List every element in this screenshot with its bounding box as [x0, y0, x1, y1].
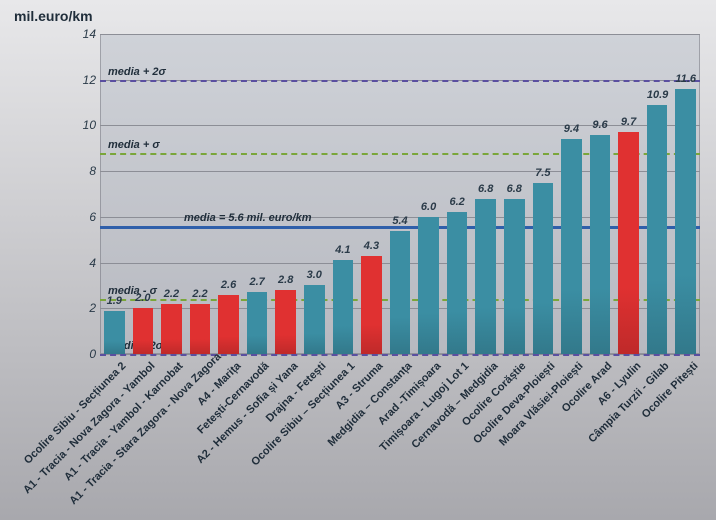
- bar: 9.7: [618, 132, 639, 354]
- bar: 7.5: [533, 183, 554, 354]
- bar: 2.6: [218, 295, 239, 354]
- plot-area: media + 2σ media + σ media = 5.6 mil. euro…: [100, 34, 700, 354]
- bar-value-label: 2.7: [247, 276, 268, 288]
- bar: 9.4: [561, 139, 582, 354]
- bar: 1.9: [104, 311, 125, 354]
- bar: 6.8: [504, 199, 525, 354]
- reference-label: media + σ: [108, 139, 160, 151]
- bar-value-label: 11.6: [675, 73, 696, 85]
- y-axis-title: mil.euro/km: [14, 8, 93, 24]
- reference-line: [100, 354, 700, 356]
- bar-value-label: 10.9: [647, 89, 668, 101]
- bar: 2.2: [190, 304, 211, 354]
- bar-value-label: 6.8: [475, 183, 496, 195]
- y-tick-label: 12: [68, 73, 96, 87]
- bar-value-label: 2.0: [133, 292, 154, 304]
- bar: 2.8: [275, 290, 296, 354]
- bar: 11.6: [675, 89, 696, 354]
- bar-value-label: 6.8: [504, 183, 525, 195]
- y-tick-label: 4: [68, 256, 96, 270]
- bar-value-label: 7.5: [533, 167, 554, 179]
- bar-value-label: 3.0: [304, 269, 325, 281]
- bar: 5.4: [390, 231, 411, 354]
- reference-label: media = 5.6 mil. euro/km: [184, 212, 311, 224]
- bar: 3.0: [304, 285, 325, 354]
- bar-value-label: 2.8: [275, 274, 296, 286]
- bar: 4.1: [333, 260, 354, 354]
- bar: 9.6: [590, 135, 611, 354]
- bar: 2.0: [133, 308, 154, 354]
- gridline: [100, 34, 700, 35]
- y-tick-label: 2: [68, 301, 96, 315]
- bar: 6.2: [447, 212, 468, 354]
- bar-value-label: 2.6: [218, 279, 239, 291]
- bar-value-label: 6.2: [447, 196, 468, 208]
- bar-value-label: 9.4: [561, 123, 582, 135]
- bar-value-label: 1.9: [104, 295, 125, 307]
- bar-value-label: 6.0: [418, 201, 439, 213]
- y-tick-label: 14: [68, 27, 96, 41]
- bar-value-label: 2.2: [161, 288, 182, 300]
- bar: 6.0: [418, 217, 439, 354]
- bar-value-label: 4.3: [361, 240, 382, 252]
- bar-value-label: 9.7: [618, 116, 639, 128]
- bar: 10.9: [647, 105, 668, 354]
- cost-per-km-chart: mil.euro/km media + 2σ media + σ media = 5…: [0, 0, 716, 520]
- reference-line: [100, 80, 700, 82]
- reference-label: media + 2σ: [108, 66, 166, 78]
- y-tick-label: 0: [68, 347, 96, 361]
- y-tick-label: 6: [68, 210, 96, 224]
- bar: 6.8: [475, 199, 496, 354]
- bar-value-label: 5.4: [390, 215, 411, 227]
- bar: 2.2: [161, 304, 182, 354]
- y-tick-label: 10: [68, 118, 96, 132]
- bar-value-label: 4.1: [333, 244, 354, 256]
- y-tick-label: 8: [68, 164, 96, 178]
- bar: 4.3: [361, 256, 382, 354]
- bar: 2.7: [247, 292, 268, 354]
- bar-value-label: 9.6: [590, 119, 611, 131]
- bar-value-label: 2.2: [190, 288, 211, 300]
